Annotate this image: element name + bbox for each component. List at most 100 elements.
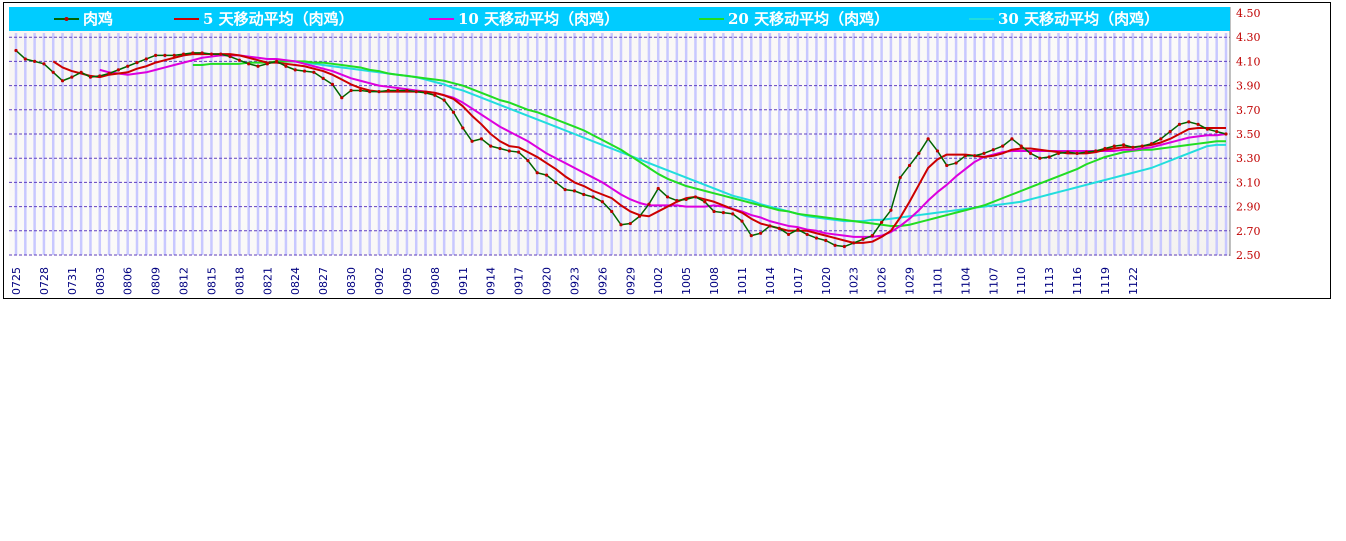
data-point bbox=[963, 154, 967, 158]
data-point bbox=[302, 69, 307, 73]
x-axis-ticks: 0725 0728 0731 0803 0806 0809 0812 0815 0818 0821… bbox=[10, 267, 1140, 295]
x-tick-label: 0812 bbox=[178, 267, 191, 295]
data-point bbox=[172, 53, 176, 57]
data-point bbox=[1215, 129, 1219, 134]
y-tick-label: 3.10 bbox=[1236, 176, 1261, 189]
data-point bbox=[23, 57, 27, 61]
data-point bbox=[433, 93, 437, 97]
data-point bbox=[386, 88, 390, 93]
data-point bbox=[805, 232, 809, 237]
data-point bbox=[610, 209, 614, 214]
data-point bbox=[535, 171, 539, 175]
data-point bbox=[1112, 144, 1116, 148]
x-tick-label: 0815 bbox=[205, 267, 218, 295]
x-tick-label: 1023 bbox=[848, 267, 861, 295]
data-point bbox=[684, 197, 688, 201]
data-point bbox=[563, 188, 567, 192]
data-point bbox=[358, 88, 362, 93]
x-tick-label: 1005 bbox=[680, 267, 693, 295]
legend-label-ma5: 5 天移动平均（肉鸡） bbox=[203, 10, 354, 28]
data-point bbox=[1066, 150, 1070, 154]
x-tick-label: 0830 bbox=[345, 267, 358, 295]
data-point bbox=[777, 226, 781, 230]
data-point bbox=[591, 195, 595, 199]
chart-svg: 肉鸡 5 天移动平均（肉鸡） 10 天移动平均（肉鸡） 20 天移动平均（肉鸡） 30 … bbox=[9, 7, 1261, 295]
data-point bbox=[693, 195, 698, 199]
data-point bbox=[489, 144, 493, 148]
x-tick-label: 0827 bbox=[317, 267, 330, 295]
x-tick-label: 0905 bbox=[401, 267, 414, 295]
data-point bbox=[1177, 122, 1182, 126]
legend-label-ma30: 30 天移动平均（肉鸡） bbox=[998, 10, 1159, 28]
data-point bbox=[1149, 142, 1154, 146]
x-tick-label: 1101 bbox=[931, 267, 944, 295]
data-point bbox=[88, 75, 93, 79]
data-point bbox=[60, 79, 65, 83]
data-point bbox=[1159, 137, 1163, 141]
data-point bbox=[498, 146, 502, 151]
legend-bar bbox=[9, 7, 1230, 31]
data-point bbox=[451, 110, 456, 114]
legend-label-ma20: 20 天移动平均（肉鸡） bbox=[728, 10, 889, 28]
data-point bbox=[898, 175, 902, 180]
data-point bbox=[116, 68, 120, 72]
data-point bbox=[284, 64, 288, 68]
x-tick-label: 0911 bbox=[457, 267, 470, 295]
x-tick-label: 1029 bbox=[904, 267, 917, 295]
data-point bbox=[442, 98, 446, 102]
data-point bbox=[1047, 155, 1051, 159]
data-point bbox=[1140, 144, 1144, 148]
series-line-ma10 bbox=[99, 54, 1227, 238]
x-tick-label: 1017 bbox=[792, 267, 805, 295]
data-point bbox=[544, 173, 549, 177]
data-point bbox=[917, 151, 921, 155]
y-tick-label: 4.50 bbox=[1236, 7, 1261, 20]
data-point bbox=[1168, 129, 1172, 134]
series-line-ma30 bbox=[285, 60, 1226, 223]
data-point bbox=[945, 163, 949, 168]
data-point bbox=[256, 64, 260, 68]
data-point bbox=[293, 68, 297, 72]
data-point bbox=[619, 223, 623, 227]
data-point bbox=[824, 238, 828, 243]
data-point bbox=[675, 198, 679, 203]
y-tick-label: 2.90 bbox=[1236, 201, 1261, 214]
data-point bbox=[321, 76, 325, 80]
x-tick-label: 0824 bbox=[289, 267, 302, 295]
data-point bbox=[1187, 120, 1191, 124]
x-tick-label: 1119 bbox=[1099, 267, 1112, 295]
x-tick-label: 0821 bbox=[261, 267, 274, 295]
y-tick-label: 3.50 bbox=[1236, 128, 1261, 141]
y-tick-label: 2.70 bbox=[1236, 225, 1261, 238]
legend-label-ma10: 10 天移动平均（肉鸡） bbox=[458, 10, 619, 28]
x-tick-label: 0731 bbox=[66, 267, 79, 295]
data-point bbox=[191, 51, 195, 55]
x-tick-label: 1116 bbox=[1071, 267, 1084, 295]
data-point bbox=[144, 57, 148, 61]
x-tick-label: 1026 bbox=[876, 267, 889, 295]
data-point bbox=[1010, 137, 1014, 141]
x-tick-label: 0929 bbox=[624, 267, 637, 295]
data-point bbox=[935, 149, 940, 153]
data-point bbox=[1028, 151, 1033, 155]
data-point bbox=[973, 154, 977, 158]
data-point bbox=[461, 126, 465, 130]
data-point bbox=[814, 236, 819, 240]
x-tick-label: 0914 bbox=[485, 267, 498, 295]
data-point bbox=[1094, 149, 1098, 153]
x-tick-label: 0806 bbox=[122, 267, 135, 295]
data-point bbox=[1084, 150, 1088, 154]
data-point bbox=[1103, 146, 1107, 151]
data-point bbox=[1019, 144, 1023, 148]
x-tick-label: 1122 bbox=[1127, 267, 1140, 295]
data-point bbox=[507, 149, 511, 153]
data-point bbox=[107, 71, 111, 76]
x-tick-label: 0725 bbox=[10, 267, 23, 295]
data-point bbox=[330, 82, 335, 86]
x-tick-label: 0923 bbox=[568, 267, 581, 295]
data-point bbox=[219, 52, 223, 56]
data-point bbox=[1205, 127, 1209, 131]
data-point bbox=[703, 200, 707, 204]
data-point bbox=[42, 62, 46, 66]
data-point bbox=[982, 151, 986, 155]
